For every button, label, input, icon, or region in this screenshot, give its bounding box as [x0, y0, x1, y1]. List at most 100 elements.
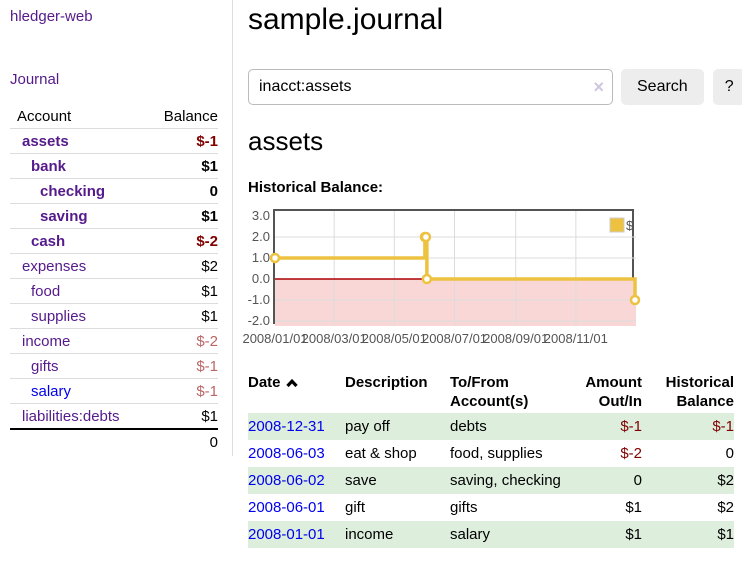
- x-axis-tick: 2008/05/01: [361, 331, 427, 346]
- account-balance: $-2: [143, 228, 218, 254]
- app-title-link[interactable]: hledger-web: [10, 8, 93, 25]
- transaction-date-link[interactable]: 2008-06-03: [248, 445, 325, 462]
- account-row-supplies: supplies $1: [10, 303, 218, 329]
- register-table: Date Description To/From Account(s) Amou…: [248, 372, 734, 548]
- search-button[interactable]: Search: [621, 69, 704, 105]
- account-row-assets: assets $-1: [10, 128, 218, 154]
- account-link-expenses[interactable]: expenses: [22, 258, 87, 275]
- clear-search-icon[interactable]: ×: [593, 77, 604, 97]
- account-row-salary: salary $-1: [10, 378, 218, 404]
- account-link-saving[interactable]: saving: [40, 208, 88, 225]
- account-balance: $1: [143, 278, 218, 304]
- sidebar: hledger-web Journal Account Balance asse…: [0, 0, 233, 456]
- x-axis-tick: 2008/11/01: [543, 331, 608, 346]
- register-row: 2008-01-01 income salary $1 $1: [248, 521, 734, 548]
- account-link-supplies[interactable]: supplies: [31, 308, 87, 325]
- transaction-date-link[interactable]: 2008-06-01: [248, 499, 325, 516]
- search-input[interactable]: [248, 69, 613, 105]
- account-balance: $2: [143, 253, 218, 279]
- account-row-liabilities-debts: liabilities:debts $1: [10, 403, 218, 430]
- accounts-total-row: 0: [10, 428, 218, 454]
- account-link-gifts[interactable]: gifts: [31, 358, 59, 375]
- account-heading: assets: [248, 126, 324, 156]
- search-form: × Search ?: [248, 69, 742, 105]
- date-column-header[interactable]: Date: [248, 372, 345, 413]
- search-input-wrap: ×: [248, 69, 613, 105]
- transaction-description: eat & shop: [345, 445, 417, 462]
- chart-plot-frame: $: [269, 209, 641, 326]
- register-header-row: Date Description To/From Account(s) Amou…: [248, 372, 734, 413]
- transaction-amount: $-2: [620, 445, 642, 462]
- x-axis-tick: 2008/09/01: [483, 331, 549, 346]
- x-axis-tick: 2008/03/01: [301, 331, 367, 346]
- historical-balance-chart: 3.0 2.0 1.0 0.0 -1.0 -2.0 $ 2008/01/01 2008/03…: [242, 208, 645, 355]
- account-row-income: income $-2: [10, 328, 218, 354]
- account-link-checking[interactable]: checking: [40, 183, 106, 200]
- account-balance: $1: [143, 303, 218, 329]
- x-axis-labels: 2008/01/01 2008/03/01 2008/05/01 2008/07/01…: [242, 331, 645, 347]
- account-link-liabilities-debts[interactable]: liabilities:debts: [22, 408, 120, 425]
- account-link-food[interactable]: food: [31, 283, 61, 300]
- transaction-date-link[interactable]: 2008-12-31: [248, 418, 325, 435]
- main-content: sample.journal × Search ? assets Histori…: [233, 0, 742, 548]
- transaction-description: save: [345, 467, 450, 494]
- account-balance: $-1: [143, 378, 218, 404]
- transaction-date-link[interactable]: 2008-06-02: [248, 472, 325, 489]
- transaction-balance: 0: [725, 445, 734, 462]
- transaction-balance: $2: [717, 499, 734, 516]
- account-row-cash: cash $-2: [10, 228, 218, 254]
- account-row-saving: saving $1: [10, 203, 218, 229]
- x-axis-tick: 2008/01/01: [242, 331, 308, 346]
- account-balance: $-2: [143, 328, 218, 354]
- transaction-date-link[interactable]: 2008-01-01: [248, 526, 325, 543]
- app-title: hledger-web: [10, 8, 218, 25]
- svg-text:$: $: [626, 218, 634, 233]
- transaction-balance: $-1: [642, 413, 734, 440]
- transaction-accounts: gifts: [450, 499, 478, 516]
- account-link-bank[interactable]: bank: [31, 158, 67, 175]
- account-balance: $1: [143, 203, 218, 229]
- register-row: 2008-06-03 eat & shop food, supplies $-2…: [248, 440, 734, 467]
- account-row-expenses: expenses $2: [10, 253, 218, 279]
- transaction-amount: $1: [578, 521, 642, 548]
- transaction-accounts: debts: [450, 413, 578, 440]
- accounts-table: Account Balance assets $-1 bank $1 check…: [10, 104, 218, 454]
- transaction-amount: $-1: [578, 413, 642, 440]
- register-row: 2008-06-01 gift gifts $1 $2: [248, 494, 734, 521]
- transaction-amount: $1: [625, 499, 642, 516]
- page-title: sample.journal: [248, 3, 444, 36]
- account-link-cash[interactable]: cash: [31, 233, 66, 250]
- balance-column-header2: Historical Balance: [665, 374, 734, 410]
- sort-ascending-icon: [285, 374, 299, 393]
- y-axis-labels: 3.0 2.0 1.0 0.0 -1.0 -2.0: [245, 208, 273, 328]
- account-link-income[interactable]: income: [22, 333, 71, 350]
- account-row-gifts: gifts $-1: [10, 353, 218, 379]
- sidebar-nav: Journal: [10, 71, 218, 88]
- y-axis-tick: -1.0: [247, 292, 270, 307]
- transaction-description: gift: [345, 499, 366, 516]
- account-link-salary[interactable]: salary: [31, 383, 72, 400]
- sidebar-item-journal[interactable]: Journal: [10, 71, 60, 88]
- y-axis-tick: 3.0: [251, 208, 270, 223]
- help-button[interactable]: ?: [712, 69, 742, 105]
- y-axis-tick: -2.0: [247, 313, 270, 328]
- accounts-total-value: 0: [143, 428, 218, 454]
- account-balance: 0: [143, 178, 218, 204]
- transaction-balance: $1: [642, 521, 734, 548]
- transaction-amount: 0: [578, 467, 642, 494]
- account-row-checking: checking 0: [10, 178, 218, 204]
- register-row: 2008-12-31 pay off debts $-1 $-1: [248, 413, 734, 440]
- account-link-assets[interactable]: assets: [22, 133, 69, 150]
- transaction-accounts: food, supplies: [450, 445, 543, 462]
- transaction-balance: $2: [642, 467, 734, 494]
- account-row-food: food $1: [10, 278, 218, 304]
- account-balance: $-1: [143, 353, 218, 379]
- amount-column-header: Amount Out/In: [585, 374, 642, 410]
- accounts-header-row: Account Balance: [10, 104, 218, 129]
- x-axis-tick: 2008/07/01: [421, 331, 488, 346]
- account-balance: $1: [143, 153, 218, 179]
- account-balance: $-1: [143, 128, 218, 154]
- page: hledger-web Journal Account Balance asse…: [0, 0, 742, 548]
- transaction-accounts: salary: [450, 521, 578, 548]
- transaction-description: income: [345, 521, 450, 548]
